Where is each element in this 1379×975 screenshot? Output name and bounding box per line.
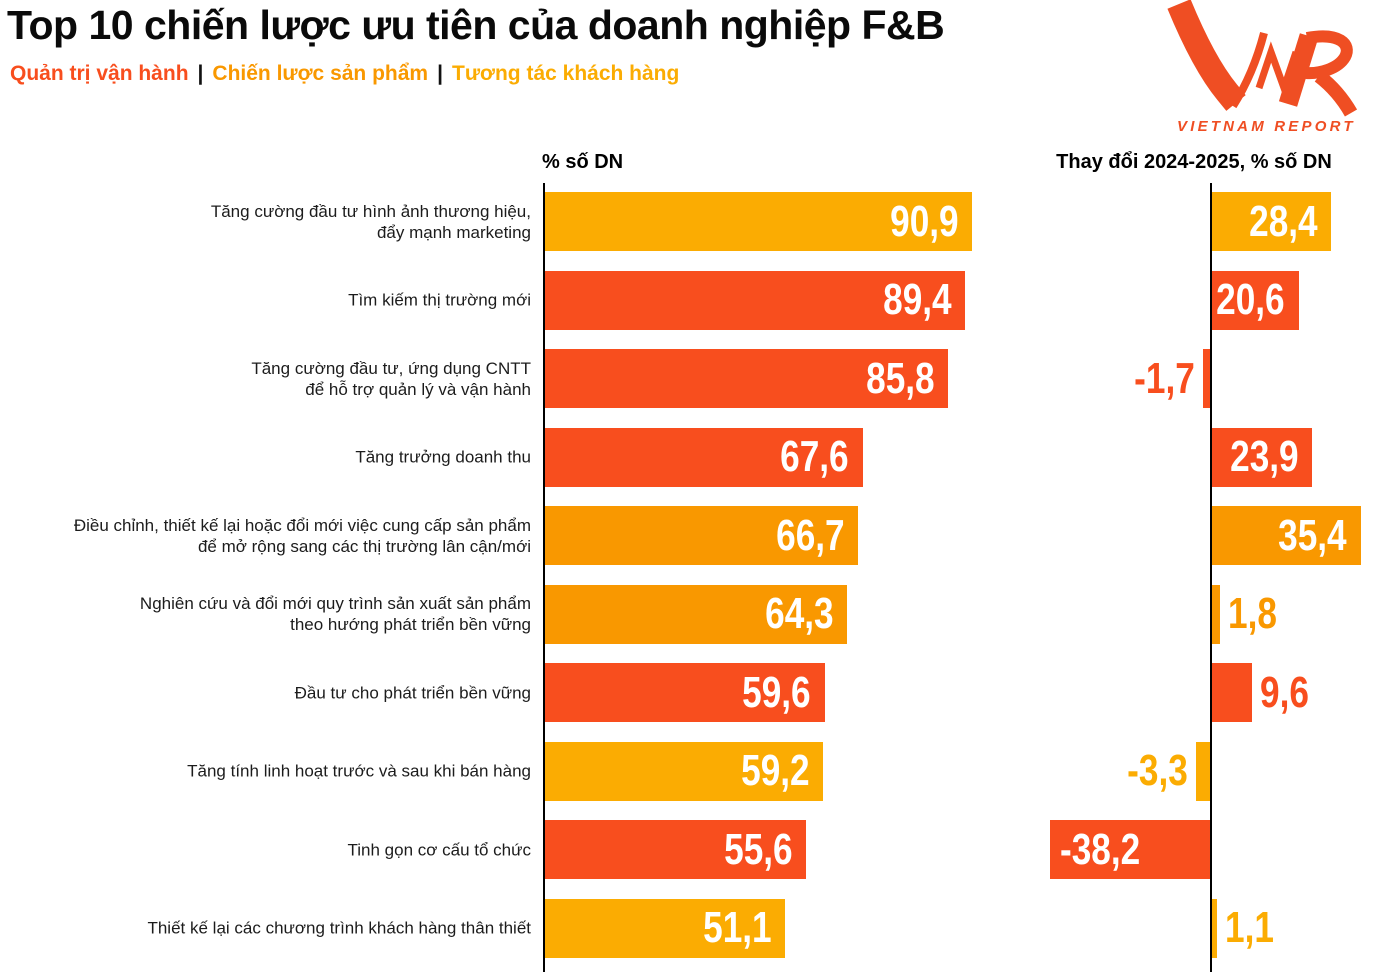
change-bar: -38,2 bbox=[1049, 820, 1210, 879]
change-bar: 20,6 bbox=[1212, 270, 1299, 330]
pct-value-label: 85,8 bbox=[865, 353, 935, 403]
right-axis-line bbox=[1210, 183, 1212, 972]
right-column-header: Thay đổi 2024-2025, % số DN bbox=[1056, 151, 1332, 173]
change-bar bbox=[1212, 584, 1220, 644]
pct-bar: 85,8 bbox=[545, 349, 949, 408]
pct-value-label: 59,2 bbox=[740, 746, 810, 795]
pct-bar: 67,6 bbox=[545, 427, 863, 487]
category-label: Nghiên cứu và đổi mới quy trình sản xuất… bbox=[139, 594, 531, 634]
category-label: Tinh gọn cơ cấu tổ chức bbox=[347, 840, 532, 859]
pct-value-label: 55,6 bbox=[723, 824, 793, 874]
pct-value-label: 64,3 bbox=[764, 589, 834, 638]
legend-separator: | bbox=[197, 62, 204, 85]
pct-bar: 59,6 bbox=[545, 663, 826, 722]
category-label: Tăng trưởng doanh thu bbox=[355, 447, 531, 467]
vnr-logo: VIETNAM REPORT bbox=[1167, 0, 1358, 135]
left-axis-line bbox=[543, 183, 545, 972]
change-value-label: 1,8 bbox=[1227, 589, 1277, 638]
category-label: Tăng tính linh hoạt trước và sau khi bán… bbox=[187, 761, 531, 781]
change-value-label: 35,4 bbox=[1278, 510, 1347, 560]
category-label: Thiết kế lại các chương trình khách hàng… bbox=[147, 918, 531, 938]
pct-value-label: 51,1 bbox=[702, 903, 772, 952]
change-value-label: -1,7 bbox=[1134, 353, 1195, 403]
legend: Quản trị vận hành | Chiến lược sản phẩm | Tư… bbox=[10, 62, 679, 86]
change-bar: 23,9 bbox=[1212, 427, 1313, 487]
legend-item-operations: Quản trị vận hành bbox=[10, 62, 189, 85]
pct-bar: 89,4 bbox=[545, 270, 966, 330]
pct-bar: 55,6 bbox=[545, 820, 807, 879]
change-value-label: -3,3 bbox=[1127, 746, 1189, 795]
page-title: Top 10 chiến lược ưu tiên của doanh nghi… bbox=[7, 2, 945, 48]
change-bar bbox=[1212, 898, 1217, 958]
change-value-label: 23,9 bbox=[1229, 432, 1299, 481]
change-bar bbox=[1202, 349, 1210, 408]
left-column-header: % số DN bbox=[542, 151, 624, 173]
pct-value-label: 66,7 bbox=[775, 510, 845, 560]
change-bar: 28,4 bbox=[1212, 192, 1332, 251]
pct-bar: 90,9 bbox=[545, 192, 973, 251]
legend-item-product: Chiến lược sản phẩm bbox=[212, 62, 429, 85]
change-value-label: 20,6 bbox=[1216, 275, 1285, 324]
logo-subtext: VIETNAM REPORT bbox=[1177, 118, 1356, 135]
category-label: Đầu tư cho phát triển bền vững bbox=[294, 683, 531, 702]
category-label: Tìm kiếm thị trường mới bbox=[348, 290, 531, 310]
category-label: Điều chỉnh, thiết kế lại hoặc đổi mới vi… bbox=[73, 515, 531, 556]
change-bar bbox=[1196, 741, 1210, 801]
pct-value-label: 59,6 bbox=[742, 667, 812, 717]
change-value-label: -38,2 bbox=[1059, 824, 1140, 874]
pct-bar: 51,1 bbox=[545, 898, 786, 958]
change-value-label: 28,4 bbox=[1248, 196, 1318, 246]
pct-bar: 66,7 bbox=[545, 506, 859, 565]
category-label: Tăng cường đầu tư hình ảnh thương hiệu, đ… bbox=[210, 201, 531, 242]
change-value-label: 1,1 bbox=[1224, 903, 1274, 952]
pct-value-label: 90,9 bbox=[889, 196, 959, 246]
pct-bar: 64,3 bbox=[545, 584, 848, 644]
pct-value-label: 67,6 bbox=[780, 432, 849, 481]
change-bar: 35,4 bbox=[1212, 506, 1361, 565]
legend-item-customer: Tương tác khách hàng bbox=[452, 62, 680, 85]
change-value-label: 9,6 bbox=[1260, 667, 1310, 717]
category-label: Tăng cường đầu tư, ứng dụng CNTT để hỗ tr… bbox=[251, 358, 531, 399]
pct-value-label: 89,4 bbox=[882, 275, 952, 324]
pct-bar: 59,2 bbox=[545, 741, 824, 801]
change-bar bbox=[1212, 663, 1253, 722]
legend-separator: | bbox=[437, 62, 443, 85]
